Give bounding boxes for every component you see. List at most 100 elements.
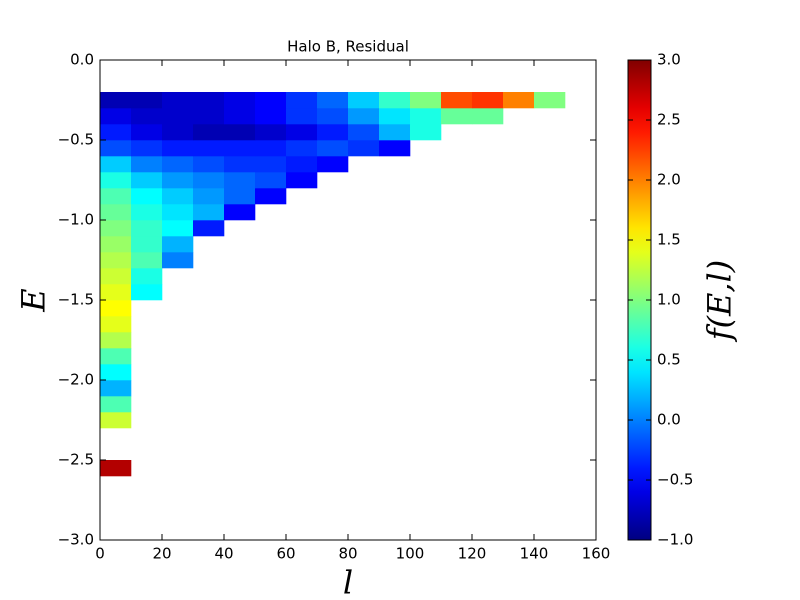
y-tick-label: −2.5 — [58, 451, 94, 469]
heatmap-cell — [100, 300, 132, 317]
heatmap-cell — [286, 156, 318, 173]
heatmap-cell — [162, 108, 194, 125]
heatmap-cell — [100, 252, 132, 269]
heatmap-cell — [193, 188, 225, 205]
x-tick-label: 60 — [276, 545, 295, 563]
heatmap-cell — [131, 156, 163, 173]
heatmap-cell — [131, 284, 163, 301]
heatmap-cell — [286, 92, 318, 109]
heatmap-cell — [286, 140, 318, 157]
heatmap-cell — [348, 124, 380, 141]
heatmap-cell — [100, 284, 132, 301]
heatmap-cell — [162, 92, 194, 109]
heatmap-cell — [410, 108, 442, 125]
x-tick-label: 40 — [214, 545, 233, 563]
heatmap-cell — [286, 172, 318, 189]
heatmap-cell — [193, 108, 225, 125]
heatmap-cell — [317, 156, 349, 173]
heatmap-cell — [348, 108, 380, 125]
heatmap-cell — [286, 108, 318, 125]
colorbar-tick-label: 2.5 — [657, 111, 681, 129]
heatmap-cell — [534, 92, 566, 109]
heatmap-cell — [100, 412, 132, 429]
heatmap-cell — [379, 124, 411, 141]
heatmap-cell — [131, 108, 163, 125]
heatmap-cell — [224, 156, 256, 173]
colorbar-tick-label: −1.0 — [657, 531, 693, 549]
y-tick-label: −1.0 — [58, 211, 94, 229]
x-tick-label: 140 — [520, 545, 549, 563]
x-tick-label: 120 — [458, 545, 487, 563]
heatmap-cell — [255, 188, 287, 205]
heatmap-cell — [193, 172, 225, 189]
heatmap-cell — [317, 124, 349, 141]
x-tick-label: 100 — [396, 545, 425, 563]
colorbar-tick-label: 0.5 — [657, 351, 681, 369]
heatmap-cell — [255, 172, 287, 189]
heatmap-cell — [162, 140, 194, 157]
heatmap-cell — [100, 204, 132, 221]
heatmap-cell — [224, 188, 256, 205]
heatmap-cell — [131, 92, 163, 109]
heatmap-cell — [472, 108, 504, 125]
heatmap-cell — [100, 380, 132, 397]
heatmap-cell — [100, 108, 132, 125]
colorbar-tick-label: 3.0 — [657, 51, 681, 69]
heatmap-cell — [193, 156, 225, 173]
y-tick-label: 0.0 — [70, 51, 94, 69]
heatmap-cell — [100, 140, 132, 157]
heatmap-cell — [255, 108, 287, 125]
heatmap-cell — [162, 236, 194, 253]
heatmap-cell — [224, 172, 256, 189]
heatmap-cell — [100, 268, 132, 285]
heatmap-cell — [317, 140, 349, 157]
heatmap-cell — [193, 124, 225, 141]
heatmap-cell — [317, 92, 349, 109]
x-axis-label: l — [343, 564, 353, 600]
colorbar-tick-label: 0.0 — [657, 411, 681, 429]
heatmap-cell — [100, 364, 132, 381]
colorbar-tick-label: 1.0 — [657, 291, 681, 309]
heatmap-cell — [441, 108, 473, 125]
x-tick-label: 20 — [152, 545, 171, 563]
heatmap-cell — [162, 156, 194, 173]
heatmap-cell — [193, 220, 225, 237]
heatmap-cell — [131, 268, 163, 285]
heatmap-cell — [410, 124, 442, 141]
heatmap-cell — [224, 204, 256, 221]
heatmap-cell — [131, 220, 163, 237]
heatmap-cell — [162, 204, 194, 221]
heatmap-cell — [100, 332, 132, 349]
heatmap-cell — [224, 140, 256, 157]
heatmap-cell — [100, 460, 132, 477]
heatmap-cell — [255, 156, 287, 173]
heatmap-cell — [131, 204, 163, 221]
x-tick-label: 0 — [95, 545, 105, 563]
heatmap-cell — [100, 348, 132, 365]
y-tick-label: −3.0 — [58, 531, 94, 549]
colorbar-tick-label: −0.5 — [657, 471, 693, 489]
heatmap-cell — [255, 140, 287, 157]
heatmap-cell — [131, 236, 163, 253]
heatmap-cell — [379, 140, 411, 157]
heatmap-cell — [193, 140, 225, 157]
heatmap-cell — [410, 92, 442, 109]
heatmap-cell — [162, 172, 194, 189]
heatmap-cell — [317, 108, 349, 125]
chart-title: Halo B, Residual — [287, 38, 409, 56]
heatmap-cell — [100, 220, 132, 237]
heatmap-cell — [100, 156, 132, 173]
heatmap-cell — [162, 252, 194, 269]
heatmap-cell — [224, 108, 256, 125]
heatmap-cell — [100, 316, 132, 333]
heatmap-cell — [441, 92, 473, 109]
heatmap-cell — [162, 220, 194, 237]
y-tick-label: −1.5 — [58, 291, 94, 309]
colorbar-label: f(E,l) — [701, 260, 739, 343]
heatmap-cell — [193, 92, 225, 109]
heatmap-cell — [193, 204, 225, 221]
colorbar-tick-label: 2.0 — [657, 171, 681, 189]
heatmap-cell — [503, 92, 535, 109]
heatmap-cell — [379, 108, 411, 125]
